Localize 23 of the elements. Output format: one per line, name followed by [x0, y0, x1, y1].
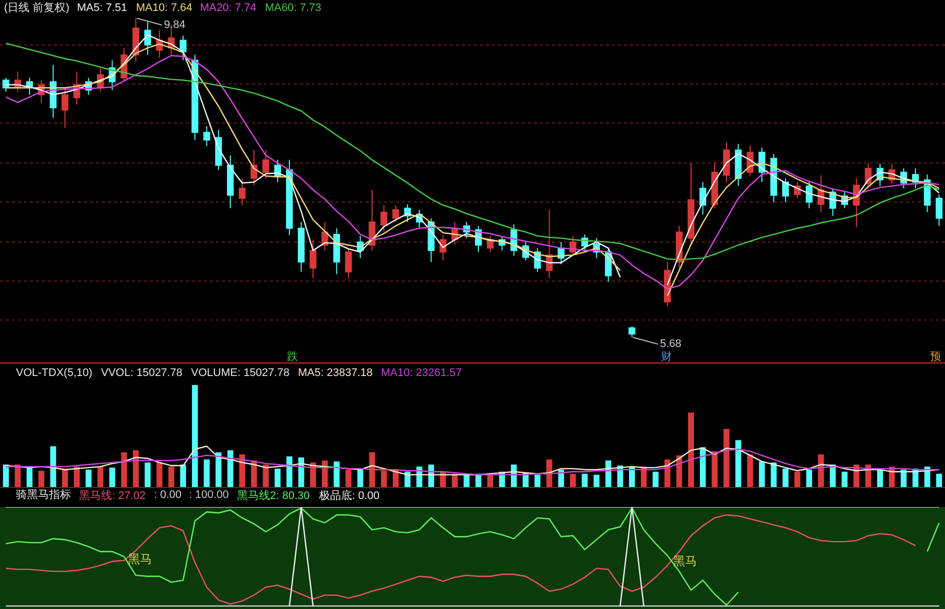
text: 黑马线: 27.02: [79, 489, 146, 502]
chart-title: (日线 前复权): [4, 1, 70, 14]
text: MA60: 7.73: [265, 2, 322, 14]
text: 跌: [287, 351, 298, 363]
text: : 0.00: [154, 489, 182, 501]
chart-title: VOL-TDX(5,10): [16, 367, 92, 379]
annotation: 黑马: [128, 552, 152, 566]
text: MA10: 7.64: [136, 2, 192, 14]
text: VVOL: 15027.78: [101, 367, 182, 379]
text: 5.68: [660, 338, 682, 350]
series-label: : 100.00: [189, 489, 229, 501]
text: MA5: 23837.18: [298, 367, 373, 379]
text: MA10: 23261.57: [381, 367, 462, 379]
series-label: 黑马线2: 80.30: [237, 489, 310, 502]
series-label: 极品底: 0.00: [318, 489, 380, 502]
text: MA5: 7.51: [77, 2, 128, 14]
text: 预: [930, 351, 941, 363]
annotation: 黑马: [673, 554, 697, 568]
chart-title: 骑黑马指标: [16, 489, 71, 501]
text: MA20: 7.74: [200, 2, 256, 14]
text: 财: [661, 350, 672, 363]
annotation: 9.84: [164, 19, 186, 31]
text: VOLUME: 15027.78: [191, 367, 290, 379]
